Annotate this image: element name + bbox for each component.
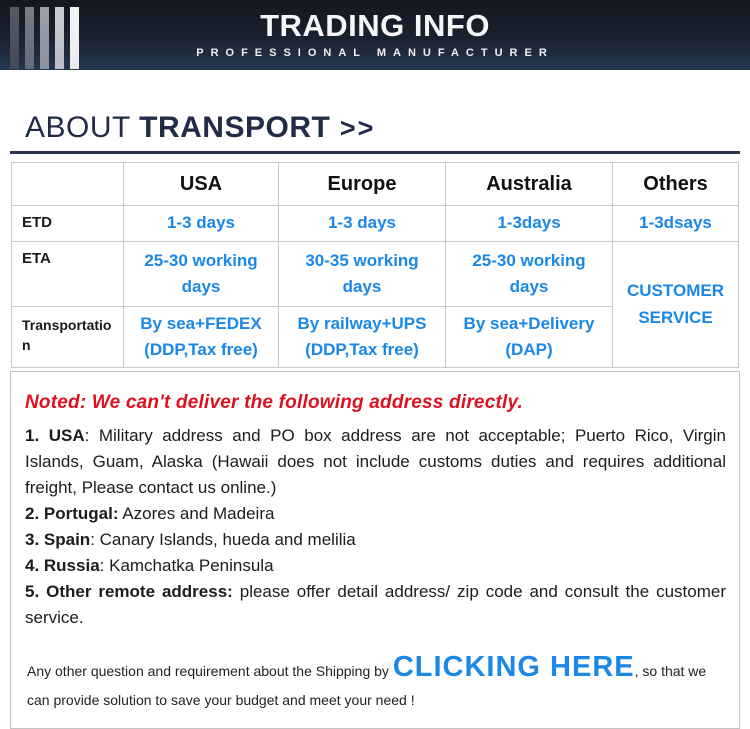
note-item-spain: 3. Spain: Canary Islands, hueda and meli… xyxy=(25,527,726,553)
transportation-label-text: Transportation xyxy=(22,317,112,354)
transportation-australia-value: By sea+Delivery (DAP) xyxy=(445,306,613,368)
eta-australia-value: 25-30 working days xyxy=(445,241,613,307)
note-item-text: please offer detail address/ zip code an… xyxy=(25,582,726,627)
table-row-eta: ETA 25-30 working days 30-35 working day… xyxy=(11,241,739,368)
note-item-text: : Military address and PO box address ar… xyxy=(25,426,726,497)
note-item-lead: 4. Russia xyxy=(25,556,100,575)
eta-row-label: ETA xyxy=(11,241,124,307)
footer-text-after: , so that we can provide solution to sav… xyxy=(27,663,707,709)
footer-text-before: Any other question and requirement about… xyxy=(27,663,393,679)
noted-title: Noted: We can't deliver the following ad… xyxy=(25,392,524,413)
trading-info-banner: TRADING INFO PROFESSIONAL MANUFACTURER xyxy=(0,0,750,70)
eta-usa-value: 25-30 working days xyxy=(123,241,279,307)
stripe-icon xyxy=(10,7,19,69)
table-row-etd: ETD 1-3 days 1-3 days 1-3days 1-3dsays xyxy=(11,205,739,242)
note-item-lead: 2. Portugal: xyxy=(25,504,119,523)
column-header-australia: Australia xyxy=(445,162,613,206)
etd-australia-value: 1-3days xyxy=(445,205,613,242)
section-heading: ABOUT TRANSPORT >> xyxy=(10,70,740,154)
note-item-lead: 1. USA xyxy=(25,426,85,445)
banner-title: TRADING INFO xyxy=(260,8,490,43)
table-row-transportation: Transportation By sea+FEDEX (DDP,Tax fre… xyxy=(11,306,739,368)
note-item-portugal: 2. Portugal: Azores and Madeira xyxy=(25,501,726,527)
etd-row-label: ETD xyxy=(11,205,124,242)
transport-table: USA Europe Australia Others ETD 1-3 days… xyxy=(11,162,739,368)
heading-emphasis: TRANSPORT xyxy=(139,111,331,144)
column-header-europe: Europe xyxy=(278,162,446,206)
stripe-icon xyxy=(55,7,64,69)
others-customer-service-cell: CUSTOMER SERVICE xyxy=(612,241,739,368)
note-item-other-remote: 5. Other remote address: please offer de… xyxy=(25,579,726,631)
table-header-row: USA Europe Australia Others xyxy=(11,162,739,206)
heading-prefix: ABOUT xyxy=(25,111,140,144)
note-item-text: : Canary Islands, hueda and melilia xyxy=(90,530,356,549)
delivery-notes-box: Noted: We can't deliver the following ad… xyxy=(10,371,740,729)
stripe-icon xyxy=(25,7,34,69)
note-item-usa: 1. USA: Military address and PO box addr… xyxy=(25,423,726,501)
column-header-usa: USA xyxy=(123,162,279,206)
column-header-blank xyxy=(11,162,124,206)
note-item-lead: 5. Other remote address: xyxy=(25,582,233,601)
transportation-usa-value: By sea+FEDEX (DDP,Tax free) xyxy=(123,306,279,368)
banner-text: TRADING INFO PROFESSIONAL MANUFACTURER xyxy=(0,0,750,59)
transportation-row-label: Transportation xyxy=(11,306,124,368)
clicking-here-link[interactable]: CLICKING HERE xyxy=(392,651,635,683)
note-item-text: : Kamchatka Peninsula xyxy=(99,556,274,575)
barcode-stripes-decoration xyxy=(10,7,79,69)
footer-shipping-question: Any other question and requirement about… xyxy=(27,653,724,716)
chevron-right-icon: >> xyxy=(330,113,376,143)
etd-europe-value: 1-3 days xyxy=(278,205,446,242)
etd-usa-value: 1-3 days xyxy=(123,205,279,242)
note-item-russia: 4. Russia: Kamchatka Peninsula xyxy=(25,553,726,579)
transportation-europe-value: By railway+UPS (DDP,Tax free) xyxy=(278,306,446,368)
banner-subtitle: PROFESSIONAL MANUFACTURER xyxy=(196,47,554,60)
etd-others-value: 1-3dsays xyxy=(612,205,739,242)
note-item-text: Azores and Madeira xyxy=(118,504,275,523)
eta-europe-value: 30-35 working days xyxy=(278,241,446,307)
stripe-icon xyxy=(40,7,49,69)
column-header-others: Others xyxy=(612,162,739,206)
note-item-lead: 3. Spain xyxy=(25,530,91,549)
stripe-icon xyxy=(70,7,79,69)
